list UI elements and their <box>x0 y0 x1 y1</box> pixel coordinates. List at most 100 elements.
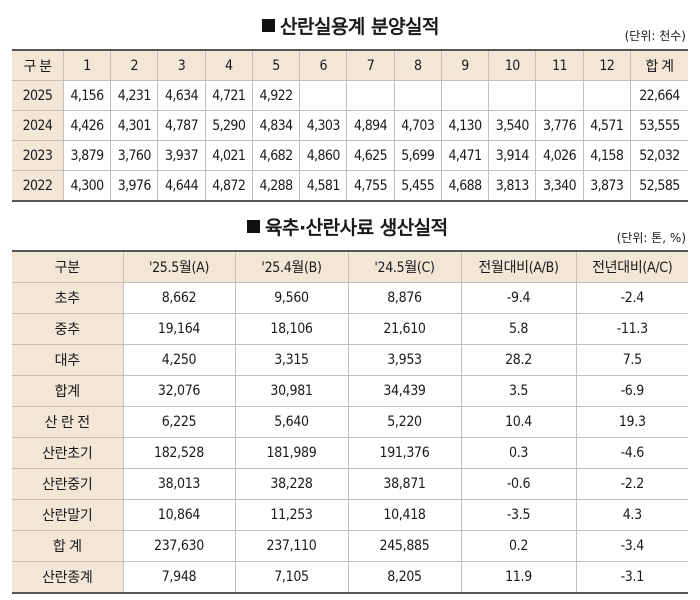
table-cell: 22,664 <box>629 80 688 111</box>
section1-title: 산란실용계 분양실적 <box>262 12 439 39</box>
table-cell <box>299 80 348 111</box>
column-header: 구분 <box>12 250 124 283</box>
column-header: 전년대비(A/C) <box>575 250 688 283</box>
table-cell: 28.2 <box>460 344 577 376</box>
table-cell: 4,156 <box>62 80 112 111</box>
table-cell: 4,872 <box>204 170 253 202</box>
table-cell: 3,914 <box>488 140 537 171</box>
table-cell: 3.5 <box>460 375 577 407</box>
table-cell: 4,721 <box>204 80 253 111</box>
feed-production-table: 구분 '25.5월(A) '25.4월(B) '24.5월(C) 전월대비(A/B) 전년… <box>12 250 688 594</box>
table-cell: -2.2 <box>575 468 688 500</box>
table-cell: 38,228 <box>234 468 349 500</box>
row-header: 2022 <box>12 170 64 202</box>
row-header: 대추 <box>12 344 124 376</box>
table-cell: 4,755 <box>346 170 395 202</box>
table-cell: 52,585 <box>629 170 688 202</box>
table-cell: 30,981 <box>234 375 349 407</box>
table-cell: -3.4 <box>575 530 688 562</box>
table-cell: 3,340 <box>535 170 584 202</box>
table-cell: 4,834 <box>251 110 301 141</box>
table-cell: 4,158 <box>582 140 631 171</box>
table-cell: 8,876 <box>347 282 462 314</box>
table-cell: 21,610 <box>347 313 462 345</box>
table-row: 산란초기 182,528 181,989 191,376 0.3 -4.6 <box>12 437 688 469</box>
table-cell: 4,426 <box>62 110 112 141</box>
column-header: 10 <box>488 49 537 81</box>
column-header: '25.5월(A) <box>122 250 236 283</box>
table-cell: 3,937 <box>157 140 206 171</box>
table-cell: 19.3 <box>575 406 688 438</box>
table-cell: 4,581 <box>299 170 348 202</box>
table-row: 산란중기 38,013 38,228 38,871 -0.6 -2.2 <box>12 468 688 500</box>
table-cell: -0.6 <box>460 468 577 500</box>
table-cell <box>346 80 395 111</box>
table-row: 중추 19,164 18,106 21,610 5.8 -11.3 <box>12 313 688 345</box>
table-cell: 9,560 <box>234 282 349 314</box>
column-header: 전월대비(A/B) <box>460 250 577 283</box>
table-cell: -3.5 <box>460 499 577 531</box>
table-cell: 245,885 <box>347 530 462 562</box>
table-cell: 3,813 <box>488 170 537 202</box>
table-cell: 5,220 <box>347 406 462 438</box>
column-header: 8 <box>393 49 442 81</box>
table-cell: 4,231 <box>110 80 159 111</box>
table-cell: 38,013 <box>122 468 236 500</box>
table-cell: 8,662 <box>122 282 236 314</box>
table-cell <box>393 80 442 111</box>
table-cell: 237,110 <box>234 530 349 562</box>
table-cell <box>535 80 584 111</box>
table-cell: 4,922 <box>251 80 301 111</box>
table-row: 2023 3,879 3,760 3,937 4,021 4,682 4,860 4,625 5… <box>12 140 688 171</box>
table-cell: 4,682 <box>251 140 301 171</box>
section2-title-text: 육추·산란사료 생산실적 <box>265 217 448 239</box>
column-header: 4 <box>204 49 253 81</box>
table-cell: 4,130 <box>440 110 490 141</box>
table-cell: -9.4 <box>460 282 577 314</box>
table-cell: 7,105 <box>234 561 349 594</box>
table-row: 산 란 전 6,225 5,640 5,220 10.4 19.3 <box>12 406 688 438</box>
table-row: 대추 4,250 3,315 3,953 28.2 7.5 <box>12 344 688 376</box>
table-cell: 4,787 <box>157 110 206 141</box>
table-cell: 4,703 <box>393 110 442 141</box>
table-row: 합 계 237,630 237,110 245,885 0.2 -3.4 <box>12 530 688 562</box>
table-cell: -4.6 <box>575 437 688 469</box>
table-header-row: 구분 '25.5월(A) '25.4월(B) '24.5월(C) 전월대비(A/B) 전년… <box>12 250 688 283</box>
table-cell: 181,989 <box>234 437 349 469</box>
table-cell: 4,571 <box>582 110 631 141</box>
table-cell: 4,860 <box>299 140 348 171</box>
table-cell <box>440 80 490 111</box>
table-cell: 4,303 <box>299 110 348 141</box>
column-header: 6 <box>299 49 348 81</box>
table-cell: -11.3 <box>575 313 688 345</box>
table-cell: 4,021 <box>204 140 253 171</box>
table-cell: -2.4 <box>575 282 688 314</box>
table-cell: 3,953 <box>347 344 462 376</box>
table-cell: 0.3 <box>460 437 577 469</box>
table-cell: 3,879 <box>62 140 112 171</box>
table-cell: 5,640 <box>234 406 349 438</box>
table-row: 초추 8,662 9,560 8,876 -9.4 -2.4 <box>12 282 688 314</box>
table-cell: 38,871 <box>347 468 462 500</box>
table-cell: 11.9 <box>460 561 577 594</box>
table-cell <box>488 80 537 111</box>
section1-title-text: 산란실용계 분양실적 <box>280 16 439 38</box>
row-header: 합 계 <box>12 530 124 562</box>
section2-title: 육추·산란사료 생산실적 <box>247 213 448 240</box>
table-cell: 10,418 <box>347 499 462 531</box>
table-cell: 4,288 <box>251 170 301 202</box>
column-header: 7 <box>346 49 395 81</box>
table-cell: -6.9 <box>575 375 688 407</box>
table-cell: 7,948 <box>122 561 236 594</box>
table-cell: 5,455 <box>393 170 442 202</box>
table-cell: 8,205 <box>347 561 462 594</box>
table-cell: 182,528 <box>122 437 236 469</box>
table-cell: 11,253 <box>234 499 349 531</box>
column-header: 11 <box>535 49 584 81</box>
column-header: 12 <box>582 49 631 81</box>
table-cell: 5,699 <box>393 140 442 171</box>
column-header: 합 계 <box>629 49 688 81</box>
table-cell: 4,300 <box>62 170 112 202</box>
table-row: 산란말기 10,864 11,253 10,418 -3.5 4.3 <box>12 499 688 531</box>
table-cell: 4,634 <box>157 80 206 111</box>
